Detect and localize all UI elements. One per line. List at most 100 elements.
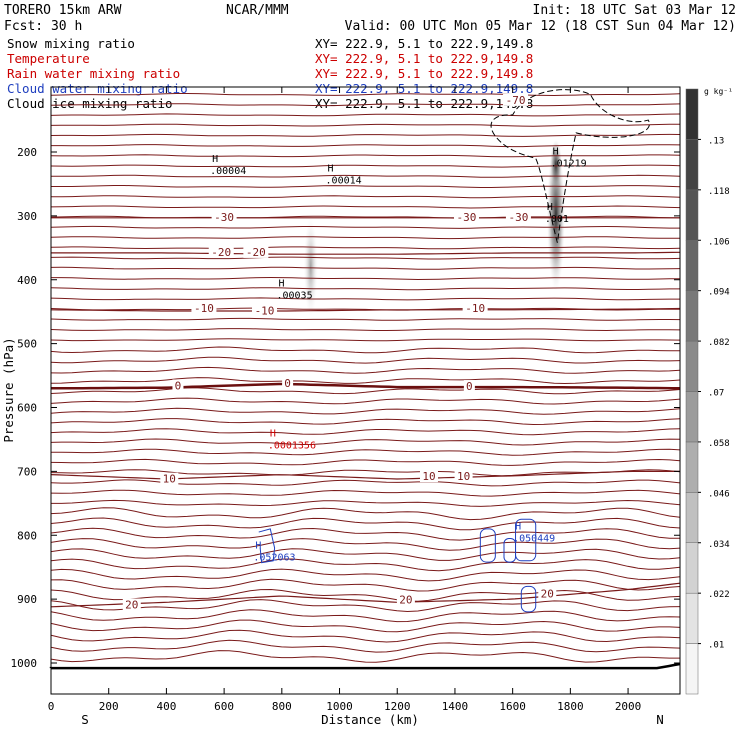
ice-shading (303, 216, 318, 317)
y-tick-label: 900 (17, 593, 37, 606)
x-tick-label: 0 (48, 700, 55, 713)
isotherm (51, 236, 680, 240)
isotherm (51, 133, 680, 137)
temperature-label: -10 (465, 302, 485, 315)
isotherm (51, 103, 680, 107)
x-tick-label: 200 (99, 700, 119, 713)
maximum-marker: H (278, 279, 284, 290)
field-xy-cloud-water: XY= 222.9, 5.1 to 222.9,149.8 (315, 81, 533, 96)
colorbar-bin (685, 139, 699, 191)
isotherm (51, 144, 680, 148)
temperature-label: -30 (214, 211, 234, 224)
isotherm (51, 356, 680, 364)
x-tick-label: 800 (272, 700, 292, 713)
isotherm (51, 639, 680, 653)
maxima-labels: H.00004 H.00014H.01219H.001H.00035H.00013… (210, 146, 587, 563)
isotherm (51, 479, 680, 487)
temperature-label: -70 (506, 94, 526, 107)
x-tick-label: 600 (214, 700, 234, 713)
maximum-value: .0001356 (268, 441, 316, 452)
isotherm (51, 297, 680, 301)
x-tick-label: 1400 (442, 700, 469, 713)
temperature-label-bg (503, 93, 529, 106)
x-axis: 0 200 400 600 800 1000 1200 1400 1600 1800 2000 (48, 87, 641, 713)
x-axis-label: Distance (km) (321, 712, 419, 727)
maximum-value: .052063 (253, 552, 295, 563)
maximum-value: .050449 (513, 533, 555, 544)
isotherm (51, 246, 680, 250)
colorbar-bin (685, 441, 699, 493)
isotherm (51, 448, 680, 456)
field-name-cloud-water: Cloud water mixing ratio (7, 81, 188, 96)
colorbar-bin (685, 643, 699, 695)
cloud-water-contour (479, 528, 496, 563)
isotherm (51, 185, 680, 188)
init-time: Init: 18 UTC Sat 03 Mar 12 (533, 3, 737, 18)
colorbar-tick-label: .106 (708, 237, 730, 247)
maximum-marker: H (553, 146, 559, 157)
endpoint-north: N (656, 712, 664, 727)
temperature-label-bg (172, 379, 184, 392)
isotherm (51, 346, 680, 354)
isotherm (51, 377, 680, 385)
temperature-label-bg (463, 380, 475, 393)
temperature-labels: -70 -30 -30 -30 -20 -20 -10 -10 -10 0 0 0 10 10 10 20 20… (122, 93, 557, 612)
temperature-label-bg (505, 210, 531, 223)
maximum-marker: H (547, 202, 553, 213)
temperature-label: -30 (508, 211, 528, 224)
colorbar-bin (685, 189, 699, 241)
isotherm (51, 578, 680, 592)
colorbar: .01 .022 .034 .046 .058 .07 .082 .094 .106 .118 .1… (685, 88, 730, 695)
maximum-value: .00004 (210, 166, 246, 177)
isotherm (51, 438, 680, 446)
header: TORERO 15km ARW NCAR/MMM Init: 18 UTC Sa… (4, 3, 736, 34)
isotherm (51, 205, 680, 209)
colorbar-bin (685, 592, 699, 644)
y-tick-label: 200 (17, 146, 37, 159)
temperature-label: -20 (211, 246, 231, 259)
isotherm (51, 266, 680, 270)
temperature-isotherms (51, 93, 680, 663)
temperature-label: 10 (422, 470, 435, 483)
isotherm (51, 276, 680, 281)
field-xy-rain: XY= 222.9, 5.1 to 222.9,149.8 (315, 66, 533, 81)
field-name-rain: Rain water mixing ratio (7, 66, 180, 81)
valid-time: Valid: 00 UTC Mon 05 Mar 12 (18 CST Sun … (345, 19, 736, 34)
maximum-marker: H (328, 164, 334, 175)
colorbar-unit: g kg⁻¹ (704, 87, 733, 96)
cloud-ice-contour (490, 89, 650, 243)
maximum-marker: H (515, 521, 521, 532)
y-tick-label: 600 (17, 402, 37, 415)
isotherm (51, 588, 680, 602)
isotherm (51, 407, 680, 415)
isotherm (51, 507, 680, 521)
colorbar-tick-label: .118 (708, 187, 730, 197)
colorbar-bin (685, 391, 699, 443)
temperature-label-bg (191, 302, 217, 315)
isotherm-10 (51, 470, 680, 480)
field-xy-temperature: XY= 222.9, 5.1 to 222.9,149.8 (315, 51, 533, 66)
terrain-surface (49, 662, 681, 670)
isotherm (51, 619, 680, 633)
terrain-line (49, 662, 681, 670)
temperature-label-bg (453, 210, 479, 223)
maximum-value: .00035 (276, 291, 312, 302)
isotherm (51, 154, 680, 158)
isotherm (51, 568, 680, 582)
isotherm (51, 164, 680, 168)
x-tick-label: 1000 (326, 700, 353, 713)
temperature-label-bg (538, 587, 557, 600)
isotherm (51, 328, 680, 332)
isotherm (51, 428, 680, 436)
isotherm (51, 93, 680, 97)
colorbar-tick-label: .022 (708, 590, 730, 600)
temperature-label: 20 (125, 599, 138, 612)
y-tick-label: 400 (17, 274, 37, 287)
isotherm (51, 225, 680, 229)
temperature-label: -10 (255, 305, 275, 318)
temperature-label-bg (454, 470, 473, 483)
isotherm (51, 489, 680, 497)
temperature-label-bg (462, 302, 488, 315)
isotherm (51, 113, 680, 117)
